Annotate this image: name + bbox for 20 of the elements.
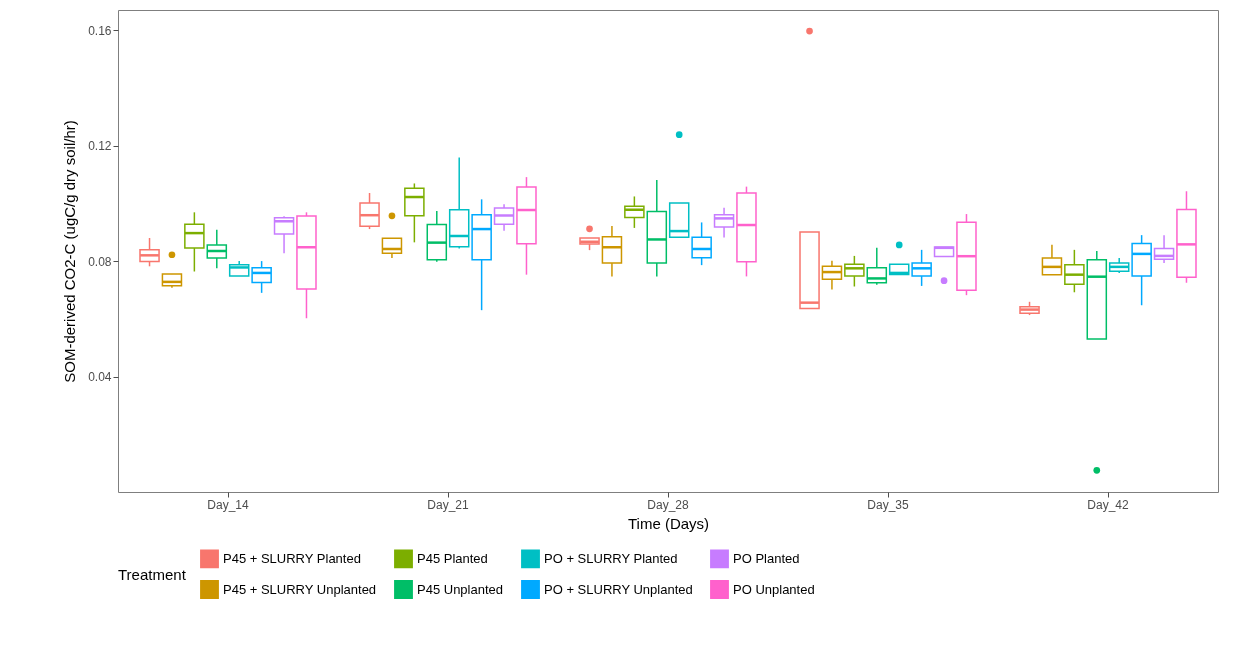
- y-tick-label: 0.16: [88, 23, 112, 38]
- x-tick-label: Day_28: [647, 497, 689, 512]
- x-tick-label: Day_35: [867, 497, 909, 512]
- x-tick-label: Day_14: [207, 497, 249, 512]
- legend-label: P45 Planted: [417, 550, 488, 566]
- legend-label: PO Planted: [733, 550, 800, 566]
- legend-title: Treatment: [118, 566, 187, 583]
- legend-label: P45 + SLURRY Unplanted: [223, 581, 377, 597]
- legend-label: P45 + SLURRY Planted: [223, 550, 361, 566]
- legend-label: P45 Unplanted: [417, 581, 504, 597]
- legend-label: PO Unplanted: [733, 581, 815, 597]
- x-tick-label: Day_42: [1087, 497, 1129, 512]
- y-tick-label: 0.12: [88, 139, 112, 154]
- y-tick-label: 0.04: [88, 370, 112, 385]
- legend-label: PO + SLURRY Unplanted: [544, 581, 693, 597]
- x-tick-label: Day_21: [427, 497, 469, 512]
- x-axis-title: Time (Days): [627, 514, 710, 532]
- legend-label: PO + SLURRY Planted: [544, 550, 678, 566]
- y-tick-label: 0.08: [88, 254, 112, 269]
- y-axis-title: SOM-derived CO2-C (ugC/g dry soil/hr): [61, 120, 79, 383]
